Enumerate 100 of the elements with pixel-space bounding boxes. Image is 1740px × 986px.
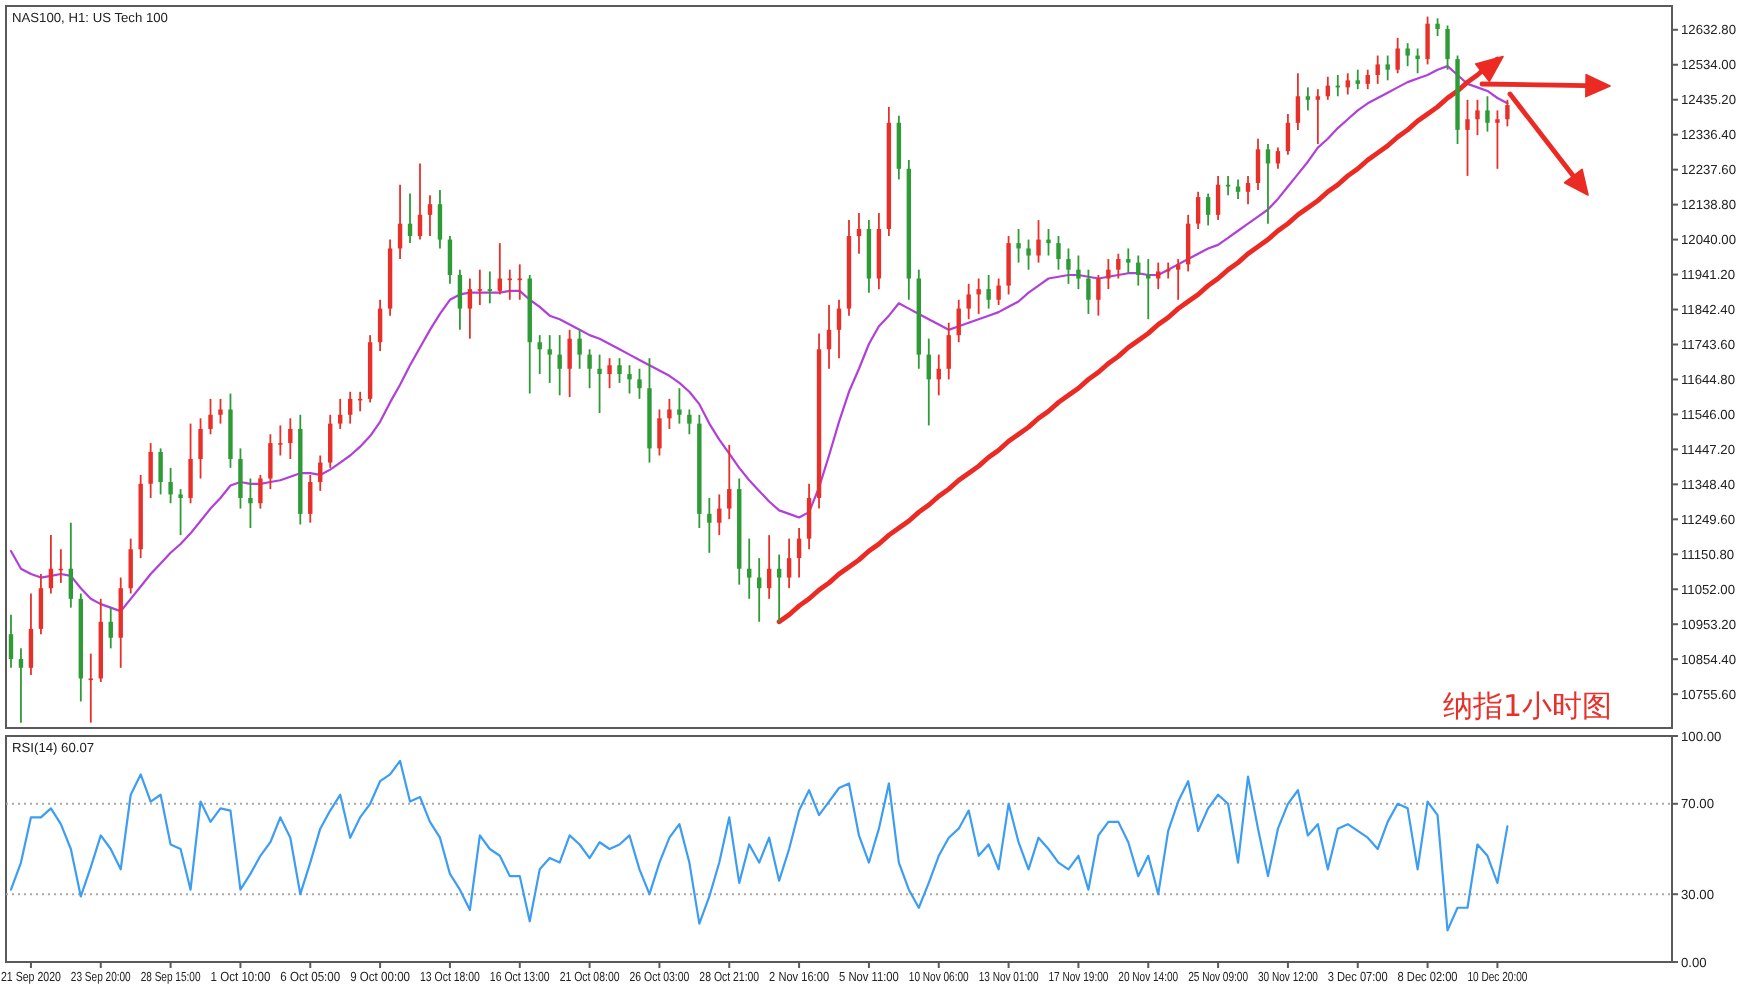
candlestick <box>667 397 672 430</box>
candlestick <box>1305 86 1311 112</box>
candlestick <box>1445 24 1450 71</box>
candlestick <box>1016 228 1021 264</box>
candlestick <box>18 647 24 724</box>
candlestick <box>158 447 163 496</box>
candlestick <box>308 474 313 524</box>
candlestick <box>238 447 243 510</box>
candlestick <box>268 433 273 490</box>
candlestick <box>108 606 113 650</box>
candlestick <box>68 521 74 609</box>
candlestick <box>1076 254 1081 291</box>
candlestick <box>1106 258 1111 291</box>
candlestick <box>128 537 133 595</box>
candlestick <box>707 497 712 554</box>
candlestick <box>786 537 792 590</box>
candlestick <box>677 387 682 425</box>
candlestick <box>657 408 662 457</box>
candlestick <box>1475 98 1480 137</box>
candlestick <box>1425 15 1430 66</box>
candlestick <box>687 408 692 436</box>
line-series <box>9 65 1509 613</box>
candlestick <box>1385 54 1390 82</box>
candlestick <box>1395 36 1400 75</box>
candlestick <box>1205 192 1211 227</box>
candlestick <box>1485 95 1490 133</box>
candlestick <box>1375 54 1380 85</box>
candlestick <box>148 442 153 499</box>
candlestick <box>1265 143 1271 225</box>
candlestick <box>597 353 602 414</box>
candlestick <box>856 212 862 255</box>
candlestick <box>607 357 612 390</box>
candlestick <box>1195 190 1201 230</box>
candlestick <box>617 357 622 384</box>
candlestick <box>218 397 223 425</box>
candlestick <box>1315 88 1321 145</box>
candlestick <box>627 364 632 395</box>
candlestick <box>836 298 842 360</box>
candlestick <box>976 277 981 315</box>
candlestick <box>946 321 951 381</box>
candlestick <box>1156 261 1161 291</box>
candlestick <box>8 613 14 669</box>
candlestick <box>457 268 463 331</box>
candlestick <box>278 424 283 457</box>
candlestick <box>38 573 44 636</box>
candlestick <box>1006 235 1011 296</box>
candlestick <box>986 274 991 310</box>
candlestick <box>1215 174 1221 222</box>
candlestick <box>1255 137 1261 191</box>
candlestick <box>188 422 193 505</box>
candlestick <box>727 443 732 521</box>
candlestick <box>1126 247 1131 275</box>
candlestick <box>776 553 782 623</box>
candlestick <box>168 466 173 505</box>
candlestick <box>1295 72 1301 131</box>
candlestick <box>437 189 443 250</box>
candlestick <box>1405 42 1410 68</box>
candlestick <box>567 328 572 398</box>
candlestick <box>1225 174 1231 197</box>
candlestick <box>258 474 263 510</box>
candlestick <box>966 282 971 321</box>
candlestick <box>1046 228 1051 257</box>
candlestick <box>577 328 582 370</box>
candlestick <box>637 367 642 400</box>
candlestick <box>747 537 752 600</box>
candlestick <box>1505 98 1510 128</box>
candlestick <box>1285 113 1291 156</box>
candlestick <box>88 652 93 724</box>
candlestick <box>178 488 183 537</box>
candlestick <box>288 417 293 460</box>
candlestick <box>467 277 473 340</box>
candlestick <box>1175 258 1181 301</box>
candlestick <box>1096 274 1101 317</box>
candlestick <box>1056 235 1061 271</box>
candlestick <box>1066 247 1071 285</box>
candlestick <box>1495 109 1500 170</box>
candlestick <box>328 413 333 469</box>
candlestick <box>487 270 493 305</box>
candlestick <box>1086 268 1091 315</box>
candlestick <box>427 194 433 237</box>
candlestick <box>1415 47 1420 75</box>
candlestick <box>1245 174 1251 206</box>
candlestick <box>547 334 552 384</box>
annotation: 纳指1小时图 <box>1442 688 1612 724</box>
candlestick <box>587 348 592 390</box>
candlestick <box>1345 72 1350 96</box>
candlestick <box>447 235 453 285</box>
candlestick <box>1146 258 1151 321</box>
candlestick <box>1026 238 1031 271</box>
candlestick <box>208 397 213 436</box>
candlestick <box>806 482 812 551</box>
candlestick <box>347 390 353 425</box>
candlestick <box>338 397 343 430</box>
candlestick <box>1116 252 1121 280</box>
line-series <box>9 759 1509 932</box>
candlestick <box>1465 98 1470 177</box>
candlestick <box>537 334 542 375</box>
candlestick <box>477 268 483 306</box>
candlestick <box>417 162 423 241</box>
candlestick <box>996 277 1001 306</box>
